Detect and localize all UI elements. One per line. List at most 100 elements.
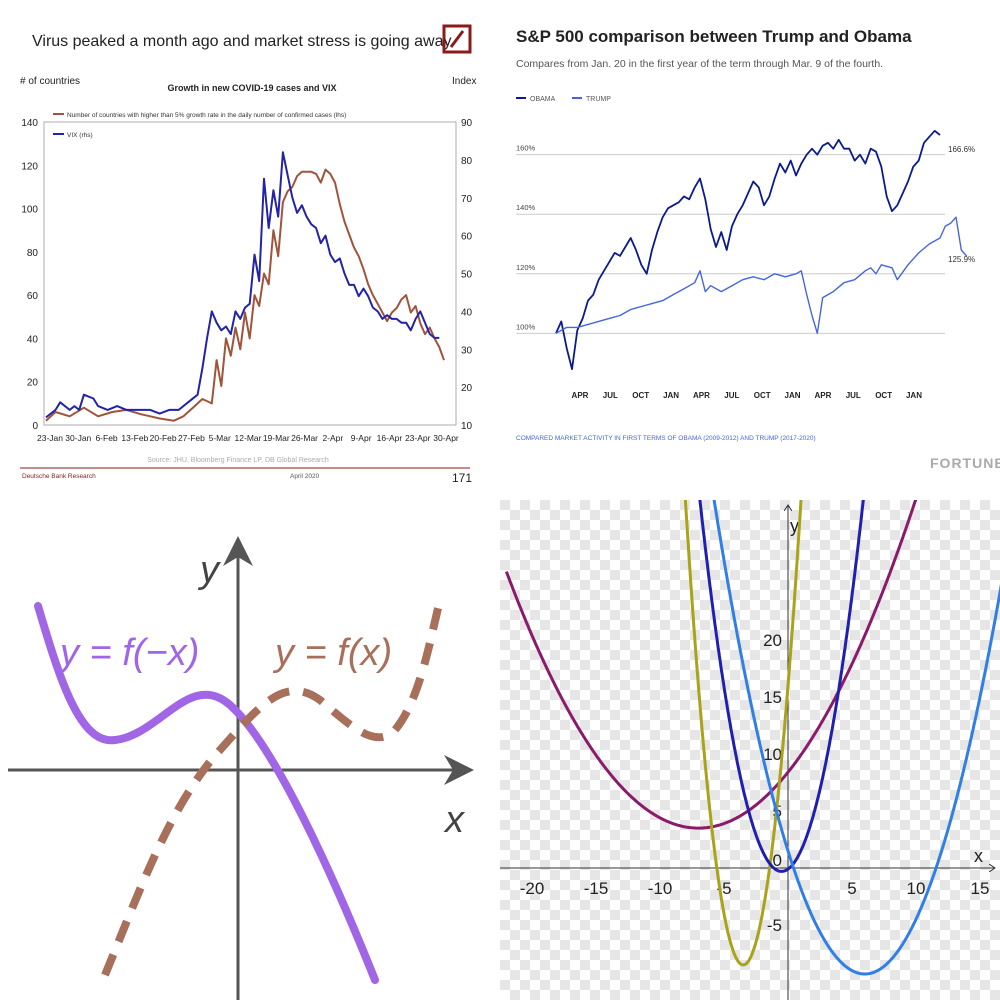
x-tick-label: 13-Feb [121,433,148,443]
x-tick-label: -20 [520,879,545,898]
chart-title: S&P 500 comparison between Trump and Oba… [516,27,912,46]
footer-left: Deutsche Bank Research [22,473,96,480]
x-tick-label: JAN [906,391,922,400]
obama-end-label: 166.6% [948,145,975,154]
x-tick-label: JUL [603,391,618,400]
y-tick-label: 160% [516,144,536,153]
countries-growth-line [45,168,445,422]
x-tick-label: JAN [785,391,801,400]
right-tick-label: 30 [461,345,473,356]
y-tick-label: -5 [767,916,782,935]
x-tick-label: -15 [584,879,609,898]
left-axis-title: # of countries [20,76,80,87]
x-tick-label: APR [572,391,589,400]
x-axis-label: x [974,846,983,866]
x-tick-label: 30-Jan [65,433,91,443]
right-tick-label: 60 [461,232,473,243]
x-tick-label: OCT [754,391,771,400]
y-tick-label: 100% [516,322,536,331]
sp500-panel: S&P 500 comparison between Trump and Oba… [500,0,1000,500]
right-tick-label: 50 [461,270,473,281]
legend-brown-label: Number of countries with higher than 5% … [67,112,346,119]
trump-end-label: 125.9% [948,255,975,264]
purple-parabola [504,500,918,830]
x-tick-label: 6-Feb [95,433,117,443]
y-tick-label: 20 [763,631,782,650]
legend: OBAMA TRUMP [516,96,611,103]
x-tick-label: 9-Apr [351,433,372,443]
x-tick-label: 19-Mar [263,433,290,443]
left-tick-label: 80 [27,248,39,259]
legend: Number of countries with higher than 5% … [53,112,346,139]
trump-line [555,216,968,334]
x-tick-label: 26-Mar [291,433,318,443]
y-tick-label: 15 [763,688,782,707]
left-tick-label: 0 [32,421,38,432]
x-tick-label: -10 [648,879,673,898]
plot-frame [43,121,457,426]
chart-subtitle: Compares from Jan. 20 in the first year … [516,58,883,70]
blue-parabola [712,500,1000,976]
x-tick-label: 12-Mar [235,433,262,443]
origin-label: 0 [773,851,782,870]
legend-obama: OBAMA [530,96,556,103]
function-reflection-panel: y x y = f(−x) y = f(x) [0,500,500,1000]
reflection-diagram: y x y = f(−x) y = f(x) [8,536,474,1000]
y-axis-label: y [197,549,221,591]
covid-vix-panel: Virus peaked a month ago and market stre… [0,0,500,500]
left-tick-label: 140 [21,118,38,129]
vix-line [45,151,440,419]
x-tick-label: 27-Feb [178,433,205,443]
series-group [45,151,445,422]
series-group [555,129,968,370]
x-tick-label: 16-Apr [377,433,403,443]
page-number: 171 [452,471,472,485]
y-tick-label: 140% [516,203,536,212]
f-neg-x-label: y = f(−x) [57,632,199,674]
right-tick-label: 80 [461,156,473,167]
checker-background [500,500,1000,1000]
right-tick-label: 10 [461,421,473,432]
x-tick-label: 15 [971,879,990,898]
footer-date: April 2020 [290,473,320,480]
x-tick-label: 10 [907,879,926,898]
x-tick-label: 23-Jan [37,433,63,443]
headline: Virus peaked a month ago and market stre… [32,33,452,50]
x-tick-label: APR [814,391,831,400]
y-tick-label: 10 [763,745,782,764]
x-tick-label: JAN [663,391,679,400]
x-tick-label: 30-Apr [433,433,459,443]
f-x-label: y = f(x) [272,632,392,674]
right-tick-label: 90 [461,118,473,129]
left-tick-label: 20 [27,378,39,389]
right-axis-title: Index [452,76,476,87]
left-tick-label: 100 [21,205,38,216]
x-tick-label: OCT [875,391,892,400]
f-x-curve [101,599,444,977]
series-group [504,500,1000,976]
x-tick-label: 2-Apr [322,433,343,443]
y-axis-label: y [790,516,799,536]
covid-vix-chart: Virus peaked a month ago and market stre… [20,24,476,485]
olive-parabola [683,500,803,967]
left-tick-label: 120 [21,161,38,172]
x-tick-label: JUL [846,391,861,400]
x-tick-label: OCT [632,391,649,400]
f-neg-x-curve [34,602,379,984]
right-tick-label: 20 [461,383,473,394]
sp500-chart: S&P 500 comparison between Trump and Oba… [516,27,1000,471]
x-tick-label: 5 [847,879,856,898]
parabolas-panel: x y -20 -15 -10 -5 5 10 15 -5 5 10 15 20 0 [500,500,1000,1000]
left-tick-label: 40 [27,334,39,345]
x-axis-label: x [443,799,466,841]
axes: 100% 120% 140% 160% APR JUL OCT JAN APR JUL OCT JAN… [516,144,945,400]
chart-title: Growth in new COVID-19 cases and VIX [167,83,336,93]
x-tick-label: 20-Feb [150,433,177,443]
legend-trump: TRUMP [586,96,611,103]
axes: 0 20 40 60 80 100 120 140 10 20 30 40 50 60 70 80 90 23-J… [21,118,472,443]
right-tick-label: 70 [461,194,473,205]
navy-parabola [698,500,865,873]
x-tick-label: JUL [724,391,739,400]
